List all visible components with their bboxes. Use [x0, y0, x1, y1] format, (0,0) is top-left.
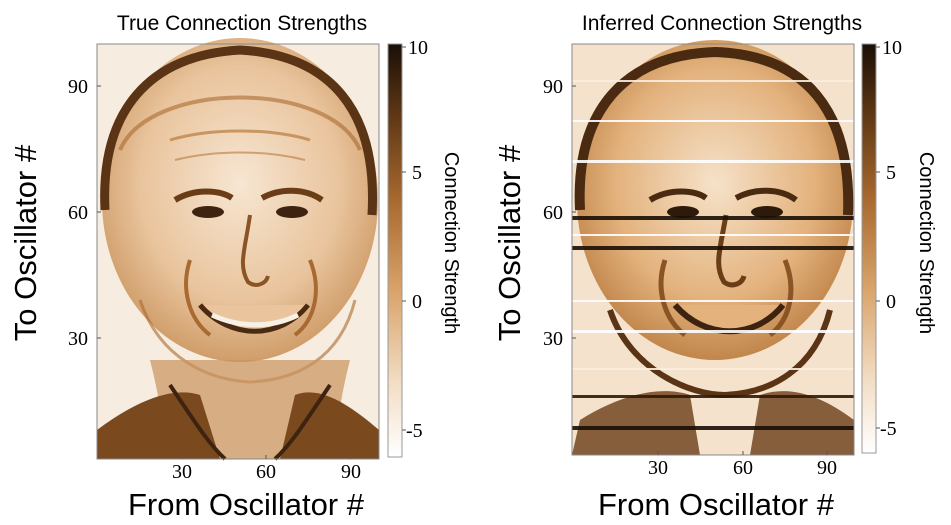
colorbar-tick-label: 0: [412, 291, 422, 313]
colorbar: 10 5 0 -5 Connection Strength: [862, 37, 937, 453]
colorbar-tick-label: 0: [886, 291, 896, 313]
x-tick-label: 90: [341, 461, 361, 483]
x-tick-label: 90: [817, 457, 837, 479]
x-tick-label: 60: [256, 461, 276, 483]
y-tick-label: 30: [543, 328, 563, 350]
colorbar-tick-label: -5: [880, 418, 897, 440]
x-axis-label: From Oscillator #: [128, 487, 365, 522]
x-axis-label: From Oscillator #: [598, 487, 835, 522]
panel-inferred: Inferred Connection Strengths: [492, 12, 937, 522]
y-axis-label: To Oscillator #: [8, 144, 43, 341]
colorbar: 10 5 0 -5 Connection Strength: [388, 37, 462, 457]
y-tick-label: 90: [543, 76, 563, 98]
colorbar-tick-label: -5: [406, 420, 423, 442]
chart-title: True Connection Strengths: [117, 12, 367, 35]
y-tick-label: 60: [68, 202, 88, 224]
x-tick-label: 30: [648, 457, 668, 479]
colorbar-label: Connection Strength: [915, 152, 937, 334]
heatmap-image: [97, 38, 379, 459]
chart-title: Inferred Connection Strengths: [582, 12, 862, 35]
colorbar-label: Connection Strength: [440, 152, 462, 334]
x-tick-label: 30: [172, 461, 192, 483]
heatmap-image: [572, 40, 854, 455]
x-tick-label: 60: [733, 457, 753, 479]
y-tick-label: 90: [68, 76, 88, 98]
colorbar-tick-label: 5: [886, 162, 896, 184]
y-axis: 90 60 30: [68, 76, 101, 350]
colorbar-tick-label: 10: [882, 37, 902, 59]
colorbar-tick-label: 5: [412, 162, 422, 184]
y-axis: 90 60 30: [543, 76, 576, 350]
y-axis-label: To Oscillator #: [492, 144, 527, 341]
panel-true: True Connection Strengths: [8, 12, 462, 522]
y-tick-label: 30: [68, 328, 88, 350]
colorbar-tick-label: 10: [408, 37, 428, 59]
y-tick-label: 60: [543, 202, 563, 224]
